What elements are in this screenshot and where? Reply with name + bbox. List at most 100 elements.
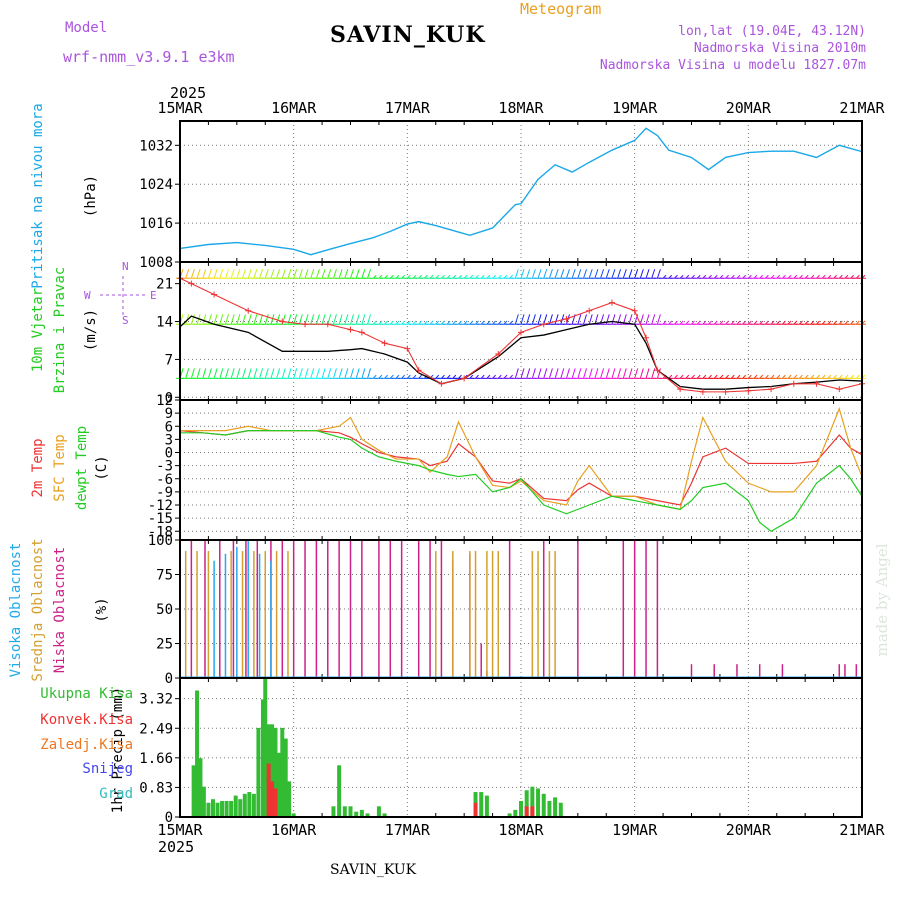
wind-barb (793, 374, 798, 379)
wind-barb (486, 374, 491, 379)
wind-barb (850, 320, 855, 325)
wind-barb (298, 269, 303, 279)
wind-barb (685, 320, 690, 325)
wind-barb (770, 320, 775, 325)
pressure-unit: (hPa) (83, 174, 99, 218)
wind-barb (577, 368, 582, 379)
wind-barb (617, 368, 622, 379)
wind-barb (674, 320, 678, 325)
y-tick-label-pressure: 1008 (139, 255, 173, 271)
year-top: 2025 (170, 84, 207, 102)
gust-marker (188, 280, 195, 287)
gust-marker (518, 329, 524, 336)
y-tick-label-precip: 1.66 (139, 751, 173, 767)
y-tick-label-temperature: -9 (156, 485, 173, 501)
wind-barb (588, 314, 593, 325)
y-tick-label-pressure: 1032 (139, 138, 173, 154)
precip-bar-convective (530, 806, 535, 817)
wind-barb (645, 269, 650, 279)
wind-barb (514, 314, 519, 325)
x-tick-top-15MAR: 15MAR (157, 99, 203, 117)
gust-marker (245, 307, 252, 314)
precip-bar-total (191, 765, 196, 817)
cloud-unit: (%) (94, 597, 110, 623)
wind-barb (395, 374, 400, 379)
wind-barb (264, 269, 269, 279)
x-tick-bottom-20MAR: 20MAR (726, 821, 772, 839)
wind-barb (730, 374, 735, 379)
coords-text: lon,lat (19.04E, 43.12N) (678, 24, 866, 39)
wind-barb (190, 314, 195, 325)
y-tick-label-temperature: 0 (165, 446, 173, 462)
y-tick-label-wind: 14 (156, 315, 173, 331)
wind-barb (719, 320, 724, 325)
wind-barb (310, 269, 315, 279)
x-tick-bottom-17MAR: 17MAR (385, 821, 431, 839)
wind-barb (833, 320, 837, 325)
gust-marker (608, 299, 615, 306)
legend-freezing: Zaledj.Kisa (40, 737, 133, 753)
gust-marker (540, 321, 547, 328)
wind-barb (321, 368, 326, 379)
precip-bar-total (195, 690, 200, 817)
wind-barb (651, 269, 656, 279)
wind-barb (656, 314, 661, 325)
x-tick-top-19MAR: 19MAR (612, 99, 658, 117)
wind-barb (202, 314, 207, 325)
wind-barb (713, 374, 718, 379)
wind-barb (435, 320, 440, 325)
wind-barb (321, 269, 326, 279)
y-tick-label-cloud: 75 (156, 568, 173, 584)
wind-barb (463, 320, 468, 325)
gust-marker (415, 367, 422, 374)
precip-bar-total (524, 790, 529, 817)
wind-barb (730, 320, 735, 325)
model-name: wrf-nmm_v3.9.1 e3km (63, 48, 235, 66)
wind-barb (793, 320, 798, 325)
wind-barb (645, 368, 650, 379)
wind-barb (702, 374, 707, 379)
wind-barb (310, 368, 315, 379)
wind-barb (276, 269, 281, 279)
wind-barb (611, 368, 616, 379)
wind-barb (344, 314, 349, 325)
wind-barb (219, 269, 224, 279)
wind-barb (543, 368, 548, 379)
y-tick-label-wind: 7 (165, 352, 173, 368)
wind-barb (367, 368, 372, 379)
panel-frame (179, 120, 863, 263)
temp-unit: (C) (94, 455, 110, 481)
x-tick-top-20MAR: 20MAR (726, 99, 772, 117)
wind-barb (389, 374, 394, 379)
wind-barb (219, 368, 224, 379)
wind-barb (662, 320, 667, 325)
gust-marker (563, 315, 570, 322)
precip-bar-total (291, 813, 296, 817)
temp-title-3: dewpt Temp (74, 425, 90, 511)
wind-barb (298, 314, 303, 325)
wind-barb (765, 320, 769, 325)
precip-bar-total (365, 813, 370, 817)
precip-bar-total (251, 793, 256, 817)
wind-barb (702, 320, 707, 325)
precip-bar-total (513, 809, 518, 817)
precip-bar-total (276, 752, 281, 817)
elevation-text: Nadmorska Visina 2010m (693, 41, 866, 56)
wind-barb (270, 269, 275, 279)
precip-bar-total (263, 678, 268, 817)
wind-barb (600, 269, 605, 279)
wind-barb (639, 314, 644, 325)
y-tick-label-temperature: 3 (165, 432, 173, 448)
wind-barb (230, 269, 235, 279)
wind-barb (480, 320, 485, 325)
wind-barb (588, 368, 593, 379)
gust-marker (836, 386, 843, 393)
gust-marker (404, 345, 411, 352)
wind-barb (270, 368, 275, 379)
wind-barb (361, 368, 366, 379)
legend-total: Ukupna Kisa (40, 686, 133, 702)
year-bottom: 2025 (158, 838, 195, 856)
wind-barb (645, 314, 650, 325)
wind-barb (424, 320, 428, 325)
precip-bar-total (376, 806, 381, 817)
